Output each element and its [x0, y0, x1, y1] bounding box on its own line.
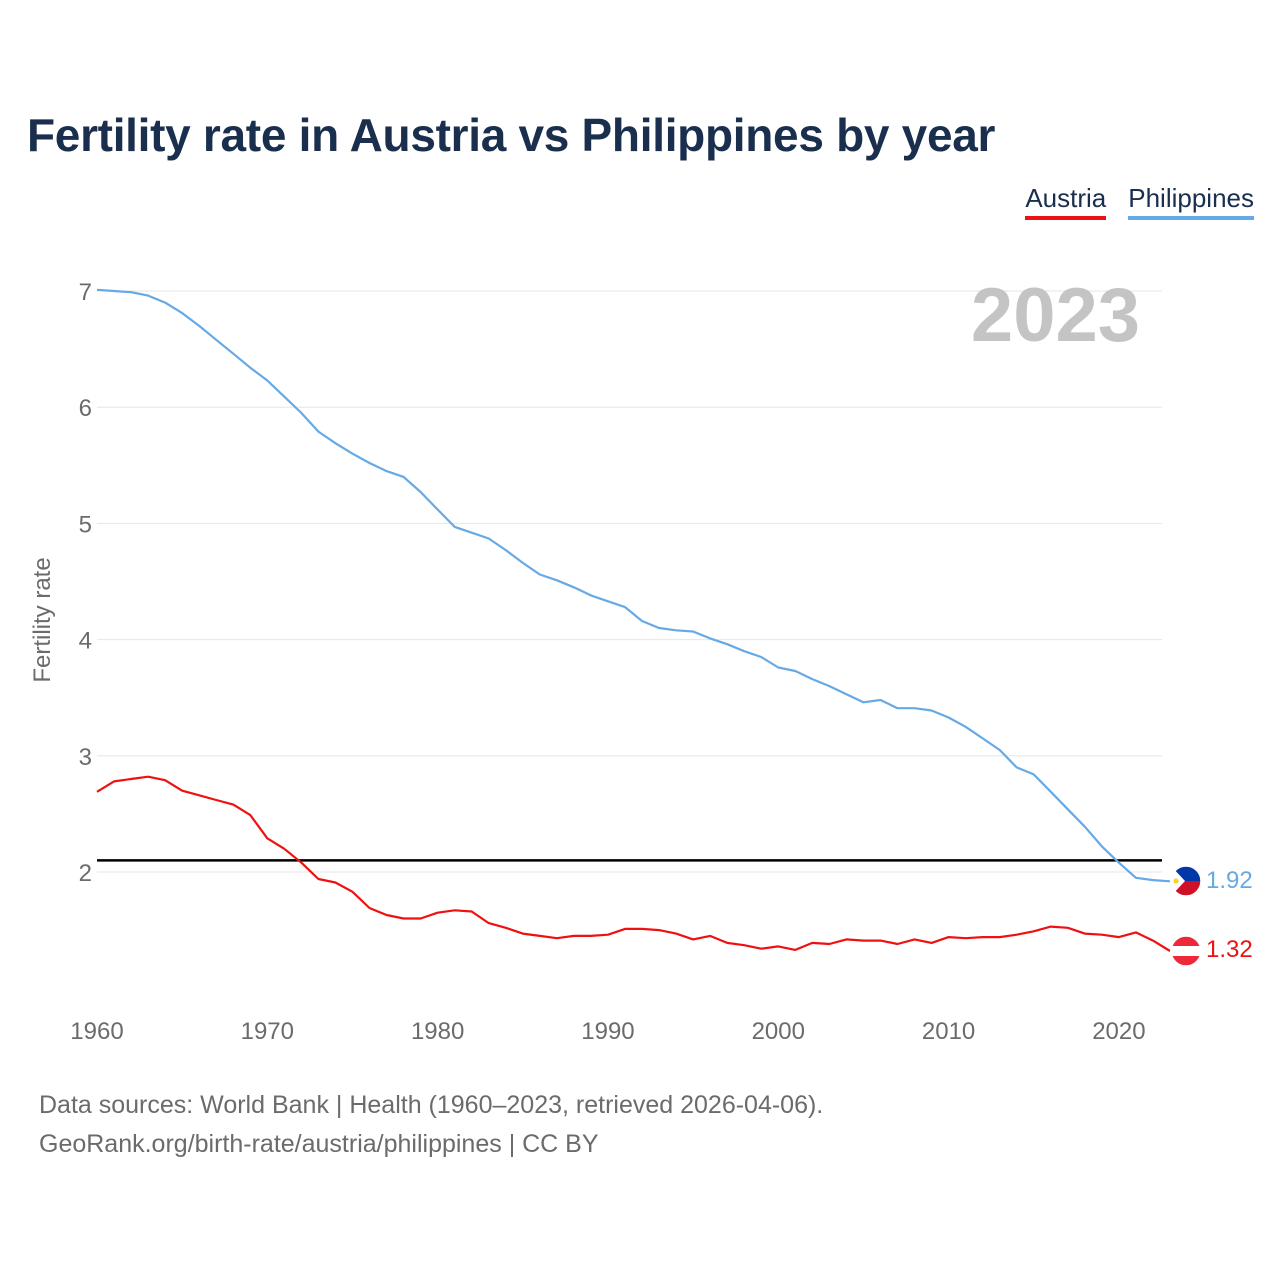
austria-flag-icon — [1171, 936, 1201, 966]
footer: Data sources: World Bank | Health (1960–… — [39, 1086, 823, 1164]
philippines-flag-icon — [1171, 866, 1201, 896]
y-tick-label: 2 — [79, 860, 92, 887]
end-label-philippines: 1.92 — [1206, 867, 1253, 894]
series-line-austria[interactable] — [96, 775, 1171, 952]
x-tick-label: 1960 — [70, 1018, 123, 1045]
x-tick-label: 1970 — [241, 1018, 294, 1045]
x-tick-label: 1980 — [411, 1018, 464, 1045]
footer-credit[interactable]: GeoRank.org/birth-rate/austria/philippin… — [39, 1130, 599, 1158]
end-label-austria: 1.32 — [1206, 936, 1253, 963]
y-tick-label: 7 — [79, 279, 92, 306]
x-tick-label: 2010 — [922, 1018, 975, 1045]
y-tick-label: 4 — [79, 628, 92, 655]
series-line-philippines[interactable] — [96, 288, 1171, 883]
legend-item-philippines[interactable]: Philippines — [1128, 183, 1254, 220]
footer-source: Data sources: World Bank | Health (1960–… — [39, 1091, 824, 1119]
legend-item-austria[interactable]: Austria — [1025, 183, 1107, 220]
y-axis-title: Fertility rate — [29, 557, 56, 682]
year-label: 2023 — [971, 273, 1140, 358]
y-tick-label: 3 — [79, 744, 92, 771]
x-tick-label: 1990 — [581, 1018, 634, 1045]
x-tick-label: 2000 — [752, 1018, 805, 1045]
legend: Austria Philippines — [1025, 183, 1254, 220]
page-title: Fertility rate in Austria vs Philippines… — [27, 109, 996, 161]
y-tick-label: 5 — [79, 511, 92, 538]
y-tick-label: 6 — [79, 395, 92, 422]
x-tick-label: 2020 — [1092, 1018, 1145, 1045]
